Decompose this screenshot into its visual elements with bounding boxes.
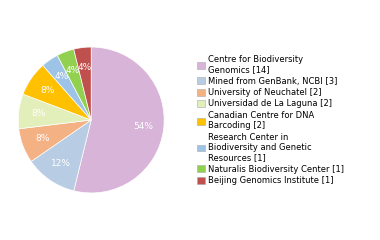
- Wedge shape: [43, 55, 91, 120]
- Wedge shape: [74, 47, 164, 193]
- Wedge shape: [18, 94, 91, 129]
- Wedge shape: [57, 49, 91, 120]
- Text: 54%: 54%: [133, 122, 154, 131]
- Text: 4%: 4%: [54, 72, 68, 81]
- Text: 8%: 8%: [32, 109, 46, 118]
- Text: 12%: 12%: [51, 159, 71, 168]
- Wedge shape: [74, 47, 91, 120]
- Wedge shape: [23, 65, 91, 120]
- Text: 4%: 4%: [65, 66, 80, 75]
- Text: 8%: 8%: [41, 86, 55, 95]
- Wedge shape: [19, 120, 91, 162]
- Text: 8%: 8%: [35, 134, 49, 143]
- Text: 4%: 4%: [78, 63, 92, 72]
- Wedge shape: [31, 120, 91, 191]
- Legend: Centre for Biodiversity
Genomics [14], Mined from GenBank, NCBI [3], University : Centre for Biodiversity Genomics [14], M…: [196, 53, 346, 187]
